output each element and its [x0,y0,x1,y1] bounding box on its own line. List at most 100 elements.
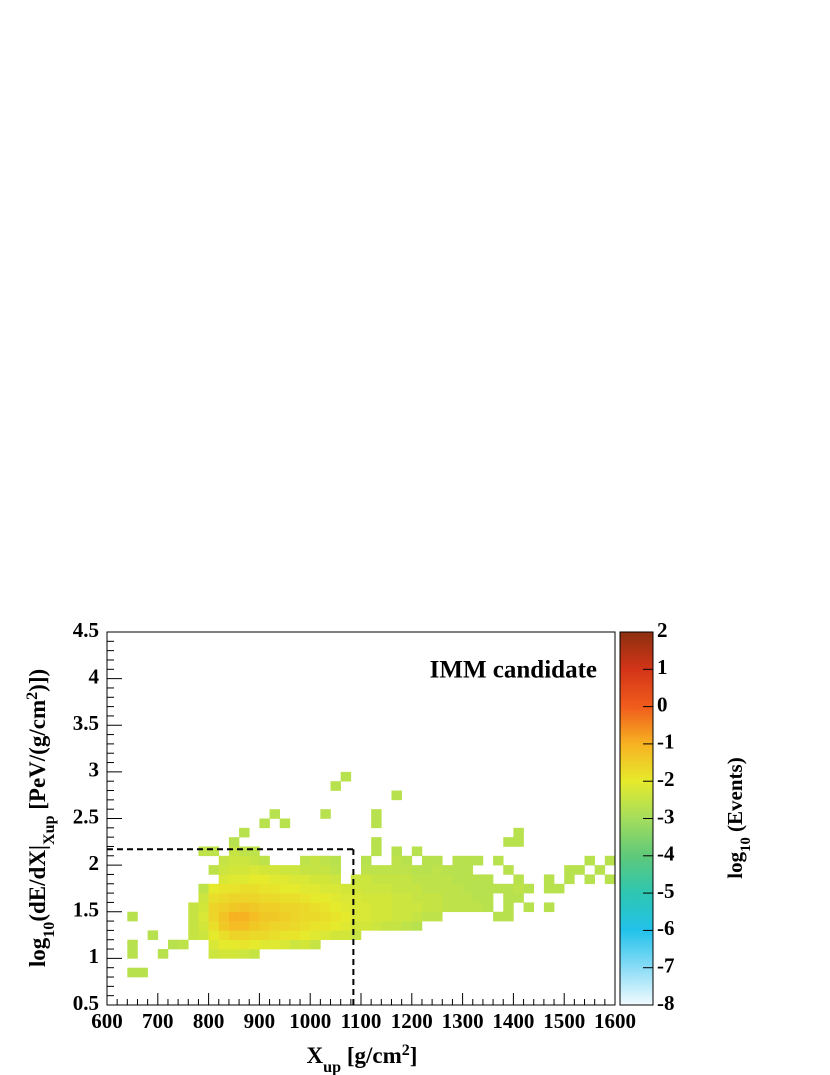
heat-cell [188,902,199,913]
heat-cell [371,902,382,913]
heat-cell [350,893,362,903]
heat-cell [381,883,392,894]
heat-cell [279,902,291,913]
heat-cell [269,865,281,875]
heat-cell [310,930,321,941]
heat-cell [259,921,270,931]
heat-cell [564,874,575,885]
zlabel-part: 10 [738,837,754,852]
heat-cell [218,939,230,950]
heat-cell [137,967,148,978]
heat-cell [228,883,240,894]
zlabel: log10 (Events) [723,757,754,878]
heat-cell [279,874,291,885]
heat-cell [330,921,341,931]
heat-cell [239,874,250,885]
heat-cell [239,893,250,903]
xlabel-part: ] [410,1043,418,1068]
heat-cell [330,865,341,875]
heat-cell [401,855,413,866]
heat-cell [432,855,443,866]
heat-cell [228,893,240,903]
heat-cell [401,921,413,931]
heat-cell [503,911,514,922]
heat-cell [239,827,250,838]
heat-cell [249,949,260,959]
heat-cell [462,893,474,903]
heat-cell [249,874,260,885]
heat-cell [350,874,362,885]
heat-cell [249,893,260,903]
zlabel-part: log [723,851,747,878]
heat-cell [269,921,281,931]
z-tick-label: 0 [657,692,668,716]
heat-cell [259,855,270,866]
y-tick-label: 3 [89,758,100,782]
heat-cell [188,930,199,941]
heat-cell [442,883,453,894]
x-tick-label: 700 [142,1009,174,1033]
heat-cell [157,949,169,959]
heat-cell [269,930,281,941]
z-tick-label: -1 [657,730,675,754]
heat-cell [300,874,311,885]
xlabel-part: up [323,1059,341,1075]
heat-cell [249,911,260,922]
heat-cell [401,902,413,913]
ylabel: log10(dE/dX|Xup [PeV/(g/cm2)]) [24,669,58,967]
z-tick-label: -5 [657,879,675,903]
heat-cell [361,883,372,894]
heat-cell [391,911,402,922]
heat-cell [198,846,209,857]
heat-cell [269,874,281,885]
heat-cell [421,855,433,866]
heat-cell [279,939,291,950]
heat-cell [432,902,443,913]
heat-cell [371,874,382,885]
heat-cell [218,949,230,959]
heat-cell [472,883,484,894]
xlabel: Xup [g/cm2] [307,1042,418,1075]
heat-cell [249,921,260,931]
heat-cell [300,939,311,950]
heat-cell [472,902,484,913]
heat-cell [340,893,352,903]
heat-cell [259,883,270,894]
heat-cell [421,865,433,875]
heat-cell [503,837,514,847]
heat-cell [513,827,524,838]
heat-cell [300,893,311,903]
heat-cell [594,865,606,875]
heat-cell [228,911,240,922]
heat-cell [604,874,616,885]
heat-cell [228,874,240,885]
heat-cell [543,902,555,913]
heat-cell [228,902,240,913]
heat-cell [208,921,220,931]
z-tick-label: -7 [657,954,675,978]
heat-cell [320,865,331,875]
heat-cell [320,921,331,931]
heat-cell [289,883,301,894]
heat-cell [371,893,382,903]
y-tick-label: 3.5 [73,711,99,735]
heat-cell [239,846,250,857]
heat-cell [310,874,321,885]
heat-cell [340,771,352,782]
heat-cell [432,911,443,922]
heat-cell [361,902,372,913]
heat-cell [361,855,372,866]
heat-cell [350,911,362,922]
heat-cell [127,939,138,950]
heat-cell [249,939,260,950]
heat-cell [401,883,413,894]
heat-cell [452,874,463,885]
heat-cell [249,846,260,857]
x-tick-label: 1500 [543,1009,585,1033]
heat-cell [228,930,240,941]
heat-cell [300,911,311,922]
heat-cell [340,911,352,922]
heat-cell [391,865,402,875]
z-tick-label: 2 [657,618,668,642]
